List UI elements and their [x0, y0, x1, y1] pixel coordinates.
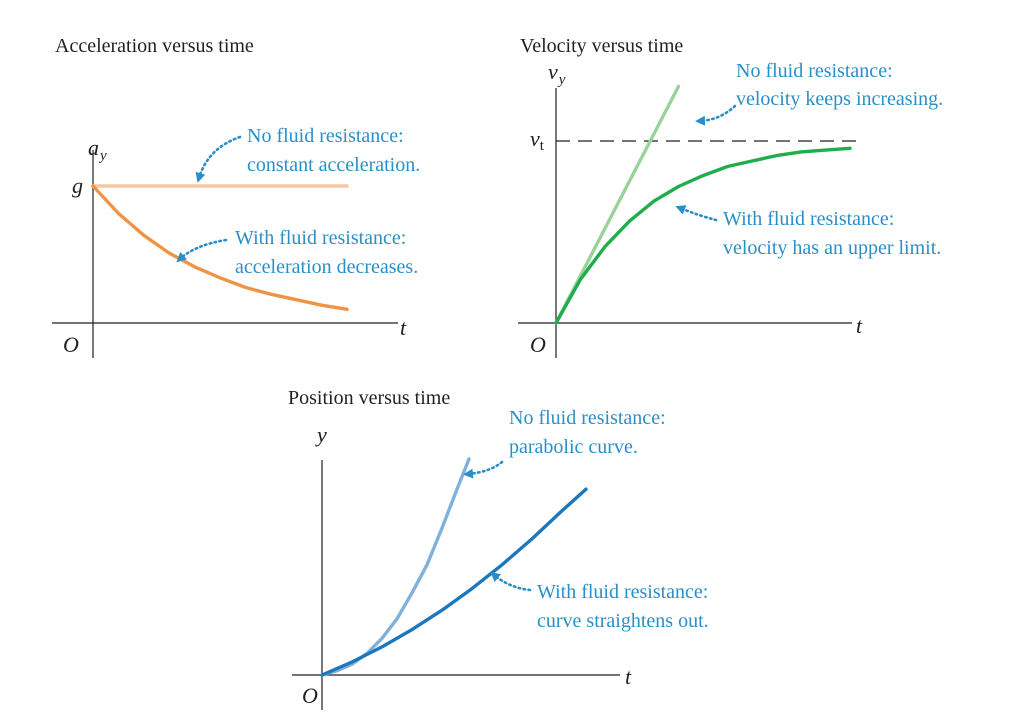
series-line-with-resistance — [320, 487, 588, 677]
origin-label: O — [530, 332, 546, 357]
y-axis-label: vy — [548, 59, 566, 88]
annotation-with-resistance: With fluid resistance: velocity has an u… — [723, 208, 941, 259]
series-line-with-resistance — [554, 146, 852, 325]
annotation-no-resistance: No fluid resistance: parabolic curve. — [509, 407, 671, 458]
series-line-no-resistance — [320, 457, 471, 677]
velocity-chart: Velocity versus time vy t O vt No fluid … — [518, 35, 943, 358]
y-axis-label: ay — [88, 135, 107, 164]
chart-title: Position versus time — [288, 387, 450, 409]
x-axis-label: t — [625, 664, 632, 689]
annotation-no-resistance: No fluid resistance: constant accelerati… — [247, 125, 420, 176]
annotation-no-resistance: No fluid resistance: velocity keeps incr… — [736, 60, 943, 110]
series-line-with-resistance — [91, 184, 349, 311]
chart-title: Acceleration versus time — [55, 35, 254, 57]
annotation-with-resistance: With fluid resistance: acceleration decr… — [235, 227, 418, 278]
annotation-arrow — [490, 571, 532, 592]
annotation-arrow — [695, 104, 737, 126]
y-tick-label: g — [72, 173, 83, 198]
x-axis-label: t — [856, 313, 863, 338]
annotation-arrow — [675, 205, 718, 222]
x-axis-label: t — [400, 315, 407, 340]
position-chart: Position versus time y t O No fluid resi… — [288, 387, 713, 710]
y-axis-label: y — [315, 422, 327, 447]
annotation-arrow — [195, 135, 242, 183]
chart-title: Velocity versus time — [520, 35, 683, 57]
acceleration-chart: Acceleration versus time ay t O g No flu… — [52, 35, 420, 358]
y-tick-label: vt — [530, 126, 545, 154]
origin-label: O — [63, 332, 79, 357]
annotation-arrow — [176, 238, 228, 263]
origin-label: O — [302, 683, 318, 708]
annotation-arrow — [463, 460, 504, 479]
annotation-with-resistance: With fluid resistance: curve straightens… — [537, 581, 713, 632]
